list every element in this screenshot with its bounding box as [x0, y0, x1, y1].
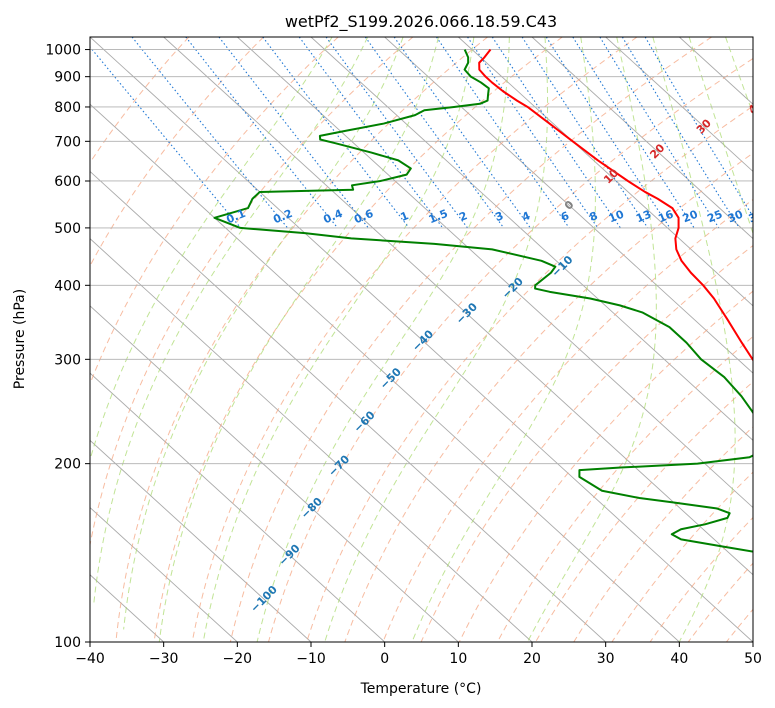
x-tick-label: −30 — [149, 651, 179, 667]
x-tick-label: −20 — [223, 651, 253, 667]
dry-adiabat-line — [382, 198, 753, 642]
x-tick-label: 40 — [670, 651, 688, 667]
mixing-ratio-label: 3 — [493, 209, 505, 224]
plot-frame — [89, 36, 754, 643]
y-tick-label: 500 — [54, 221, 81, 237]
x-tick-label: 20 — [523, 651, 541, 667]
mixing-ratio-label: 36 — [747, 208, 766, 226]
temperature-profile-line — [478, 48, 753, 362]
y-tick-label: 800 — [54, 100, 81, 116]
y-tick-label: 1000 — [45, 43, 81, 59]
isotherm-label: 40 — [746, 96, 766, 116]
mixing-ratio-line — [185, 37, 338, 229]
isotherm-line — [90, 238, 533, 642]
mixing-ratio-line — [393, 37, 531, 229]
isotherm-line — [531, 37, 753, 240]
isotherm-line — [163, 37, 753, 576]
isotherm-line — [90, 439, 312, 642]
y-tick-label: 100 — [54, 635, 81, 651]
moist-adiabat-line — [90, 37, 333, 462]
dry-adiabat-line — [268, 57, 753, 642]
isotherm-line — [90, 305, 459, 642]
mixing-ratio-label: 1 — [399, 209, 411, 224]
chart-title: wetPf2_S199.2026.066.18.59.C43 — [285, 12, 557, 32]
moist-adiabat-line — [688, 37, 753, 236]
pressure-grid-lines — [90, 49, 753, 642]
isotherm-line — [605, 37, 753, 173]
mixing-ratio-label: 20 — [681, 208, 700, 226]
mixing-ratio-line — [90, 46, 242, 229]
moist-adiabat-line — [324, 37, 549, 642]
x-tick-label: 30 — [597, 651, 615, 667]
dry-adiabat-line — [90, 37, 339, 386]
x-tick-label: −40 — [75, 651, 105, 667]
dry-adiabat-line — [115, 37, 488, 642]
mixing-ratio-line — [644, 37, 753, 218]
x-tick-label: 0 — [380, 651, 389, 667]
dry-adiabat-line — [649, 516, 753, 642]
y-tick-label: 300 — [54, 352, 81, 368]
mixing-ratio-line — [467, 37, 599, 229]
plot-area: −100−90−80−70−60−50−40−30−20−10010203040… — [90, 37, 766, 642]
isotherm-line — [310, 37, 753, 441]
dry-adiabat-line — [191, 37, 638, 642]
dry-adiabat-line — [573, 426, 753, 642]
mixing-ratio-line — [572, 37, 695, 229]
mixing-ratio-line — [621, 37, 740, 229]
mixing-ratio-label: 30 — [726, 208, 745, 226]
dry-adiabat-line — [229, 37, 712, 642]
y-tick-label: 200 — [54, 457, 81, 473]
mixing-ratio-line — [545, 37, 671, 229]
dry-adiabat-line — [306, 105, 753, 642]
moist-adiabat-line — [411, 37, 596, 642]
dry-adiabat-line — [90, 37, 264, 267]
mixing-ratio-line — [364, 37, 505, 229]
moist-adiabat-line — [652, 37, 736, 642]
dry-adiabat-line — [344, 152, 753, 642]
dry-adiabat-line — [420, 244, 753, 642]
mixing-ratio-label: 16 — [656, 208, 675, 226]
mixing-ratio-line — [599, 37, 720, 229]
x-tick-label: 10 — [449, 651, 467, 667]
mixing-ratio-line — [131, 37, 289, 229]
dry-adiabat-line — [90, 37, 414, 548]
moist-adiabat-line — [202, 37, 475, 642]
mixing-ratio-label: 10 — [607, 208, 626, 226]
moist-adiabat-line — [158, 37, 439, 642]
isotherm-line — [90, 37, 753, 642]
dry-adiabat-line — [496, 335, 753, 642]
dewpoint-profile-line — [213, 49, 753, 553]
isotherm-line — [90, 170, 606, 642]
mixing-ratio-label: 8 — [588, 209, 600, 224]
mixing-ratio-label: 25 — [705, 208, 724, 226]
moist-adiabat-line — [123, 37, 404, 630]
y-tick-label: 600 — [54, 174, 81, 190]
isotherm-line — [90, 506, 238, 642]
isotherm-line — [237, 37, 753, 509]
isotherm-line — [90, 372, 385, 642]
y-tick-label: 700 — [54, 134, 81, 150]
y-tick-label: 400 — [54, 278, 81, 294]
x-tick-label: 50 — [744, 651, 762, 667]
moist-adiabat-line — [725, 37, 753, 116]
isotherm-line — [90, 103, 680, 642]
mixing-ratio-label: 13 — [634, 208, 653, 226]
y-axis-label: Pressure (hPa) — [12, 289, 28, 389]
mixing-ratio-line — [262, 37, 410, 229]
dry-adiabat-line — [458, 290, 753, 642]
y-tick-label: 900 — [54, 70, 81, 86]
dry-adiabat-line — [153, 37, 563, 642]
moist-adiabat-line — [93, 37, 369, 607]
mixing-ratio-label: 2 — [457, 209, 469, 224]
sounding-series — [213, 48, 753, 553]
isotherm-line — [384, 37, 753, 374]
x-axis-label: Temperature (°C) — [360, 681, 482, 697]
mixing-ratio-lines — [90, 37, 753, 229]
mixing-ratio-line — [218, 37, 369, 229]
moist-adiabat-line — [256, 37, 510, 642]
axes: −40 −30 −20 −10 0 10 20 30 40 50 1000 900 800 700 600 5… — [45, 43, 762, 667]
dry-adiabat-lines — [90, 37, 753, 642]
x-tick-label: −10 — [296, 651, 326, 667]
